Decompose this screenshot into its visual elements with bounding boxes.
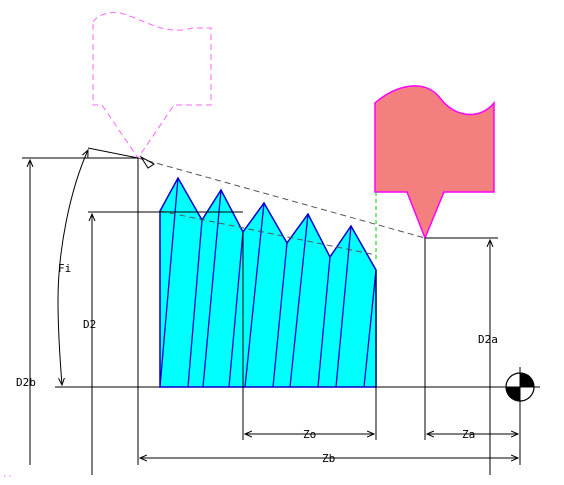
fi-angle-arc (57, 150, 88, 385)
thread-flank-line (272, 242, 288, 388)
thread-depth-line (159, 210, 377, 256)
thread-flank-line (289, 213, 309, 388)
thread-flank-line (335, 225, 352, 388)
zb-label: Zb (322, 452, 335, 465)
zo-label: Zo (303, 428, 316, 441)
d2b-label: D2b (16, 376, 36, 389)
za-label: Za (462, 428, 475, 441)
thread-flank-line (244, 202, 265, 388)
thread-profile (159, 176, 377, 388)
thread-flank-line (159, 177, 179, 388)
thread-flank-line (228, 231, 244, 388)
thread-flank-line (187, 219, 203, 388)
thread-flank-line (202, 189, 222, 388)
d2a-label: D2a (478, 333, 498, 346)
thread-flank-line (317, 256, 331, 388)
start-point-marker (139, 155, 155, 169)
thread-flank-line (363, 269, 377, 388)
fi-angle-leg (87, 147, 139, 159)
fi-label: Fi (58, 262, 71, 275)
thread-flank-lines (159, 177, 377, 388)
tool-start-position-outline (92, 12, 212, 159)
d2-label: D2 (83, 318, 96, 331)
threading-tool (374, 85, 495, 241)
workpiece-zero-point-icon (500, 367, 540, 407)
corner-marker: ·· (2, 472, 13, 480)
